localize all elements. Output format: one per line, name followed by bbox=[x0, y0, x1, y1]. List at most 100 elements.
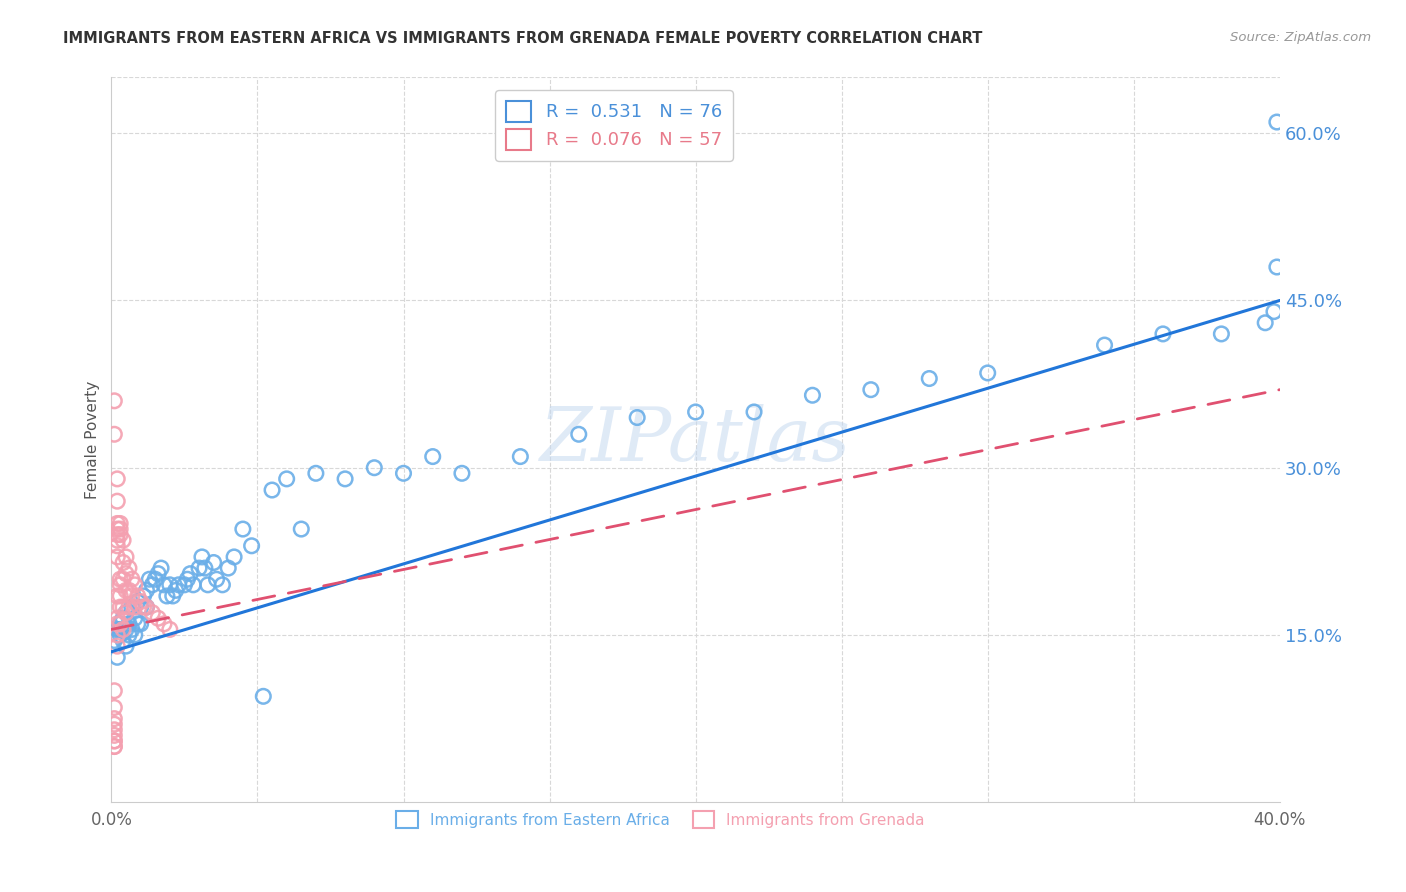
Point bbox=[103, 393, 125, 408]
Point bbox=[1265, 260, 1288, 274]
Point bbox=[115, 566, 138, 581]
Point bbox=[252, 690, 274, 704]
Point bbox=[451, 467, 474, 481]
Point bbox=[132, 589, 155, 603]
Point bbox=[333, 472, 356, 486]
Point bbox=[135, 600, 157, 615]
Point bbox=[118, 628, 141, 642]
Point bbox=[232, 522, 254, 536]
Point bbox=[167, 578, 190, 592]
Point bbox=[262, 483, 284, 497]
Point bbox=[150, 561, 173, 575]
Point bbox=[108, 522, 131, 536]
Point bbox=[188, 561, 211, 575]
Point bbox=[176, 572, 198, 586]
Point bbox=[108, 628, 131, 642]
Point bbox=[105, 522, 128, 536]
Point bbox=[115, 583, 138, 598]
Point bbox=[103, 427, 125, 442]
Point bbox=[141, 578, 163, 592]
Point bbox=[118, 600, 141, 615]
Text: Source: ZipAtlas.com: Source: ZipAtlas.com bbox=[1230, 31, 1371, 45]
Y-axis label: Female Poverty: Female Poverty bbox=[86, 381, 100, 499]
Point bbox=[153, 616, 176, 631]
Point bbox=[108, 600, 131, 615]
Point bbox=[276, 472, 298, 486]
Point bbox=[129, 594, 152, 608]
Point bbox=[108, 616, 131, 631]
Point bbox=[112, 533, 135, 548]
Point bbox=[105, 516, 128, 531]
Point bbox=[121, 572, 143, 586]
Point bbox=[138, 572, 160, 586]
Point bbox=[108, 623, 131, 637]
Legend: Immigrants from Eastern Africa, Immigrants from Grenada: Immigrants from Eastern Africa, Immigran… bbox=[391, 805, 931, 835]
Point bbox=[165, 583, 187, 598]
Point bbox=[124, 611, 146, 625]
Point bbox=[105, 639, 128, 653]
Point bbox=[105, 589, 128, 603]
Point bbox=[127, 589, 149, 603]
Point bbox=[105, 628, 128, 642]
Point bbox=[222, 549, 245, 564]
Point bbox=[290, 522, 312, 536]
Point bbox=[124, 628, 146, 642]
Point bbox=[179, 566, 201, 581]
Point bbox=[105, 616, 128, 631]
Point bbox=[132, 600, 155, 615]
Point bbox=[162, 589, 184, 603]
Point bbox=[129, 616, 152, 631]
Point bbox=[1152, 326, 1174, 341]
Point bbox=[129, 600, 152, 615]
Point bbox=[103, 683, 125, 698]
Point bbox=[124, 578, 146, 592]
Point bbox=[105, 623, 128, 637]
Point bbox=[124, 600, 146, 615]
Point bbox=[146, 611, 169, 625]
Point bbox=[103, 712, 125, 726]
Point bbox=[135, 600, 157, 615]
Point bbox=[392, 467, 415, 481]
Point bbox=[103, 734, 125, 748]
Point bbox=[685, 405, 707, 419]
Point bbox=[202, 556, 225, 570]
Point bbox=[127, 594, 149, 608]
Point bbox=[127, 616, 149, 631]
Point bbox=[118, 561, 141, 575]
Point bbox=[105, 650, 128, 665]
Point bbox=[105, 611, 128, 625]
Point bbox=[121, 623, 143, 637]
Point bbox=[103, 723, 125, 737]
Point bbox=[859, 383, 882, 397]
Point bbox=[1254, 316, 1277, 330]
Point bbox=[103, 739, 125, 754]
Point bbox=[153, 578, 176, 592]
Point bbox=[108, 572, 131, 586]
Point bbox=[1211, 326, 1233, 341]
Point bbox=[108, 589, 131, 603]
Point bbox=[108, 527, 131, 541]
Point bbox=[509, 450, 531, 464]
Point bbox=[205, 572, 228, 586]
Point bbox=[103, 717, 125, 731]
Point bbox=[363, 460, 385, 475]
Point bbox=[112, 623, 135, 637]
Point bbox=[135, 583, 157, 598]
Point bbox=[801, 388, 824, 402]
Point bbox=[422, 450, 444, 464]
Point bbox=[115, 606, 138, 620]
Point bbox=[105, 539, 128, 553]
Point bbox=[115, 639, 138, 653]
Point bbox=[1265, 115, 1288, 129]
Point bbox=[112, 556, 135, 570]
Point bbox=[112, 600, 135, 615]
Point bbox=[108, 578, 131, 592]
Point bbox=[305, 467, 328, 481]
Point bbox=[156, 589, 179, 603]
Point bbox=[173, 578, 195, 592]
Point bbox=[115, 606, 138, 620]
Point bbox=[121, 600, 143, 615]
Point bbox=[112, 572, 135, 586]
Point bbox=[976, 366, 998, 380]
Point bbox=[194, 561, 217, 575]
